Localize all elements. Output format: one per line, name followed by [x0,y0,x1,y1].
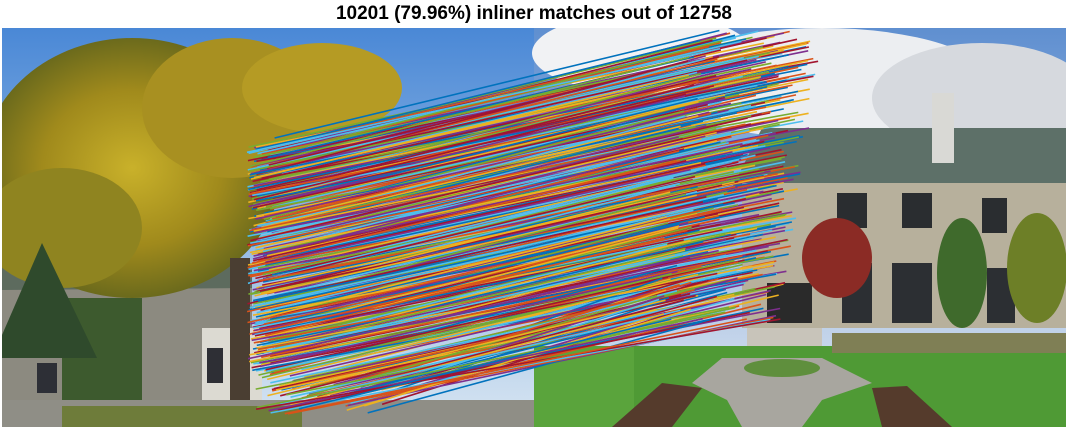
match-line [255,318,781,410]
match-line [256,209,694,314]
match-lines [246,29,819,415]
match-line [247,268,660,360]
left-photo [2,28,534,427]
match-line [293,279,729,382]
match-line [298,318,672,410]
match-line [259,270,678,368]
match-line [250,163,706,268]
match-line [268,176,674,280]
match-line [279,309,681,405]
match-line [264,252,689,354]
match-line [289,282,693,377]
match-line [253,203,713,307]
match-line [253,93,687,201]
match-line [259,216,667,320]
match-line [250,84,695,198]
match-line [265,276,669,371]
match-line [250,137,683,242]
match-line [247,55,759,171]
match-line [274,95,686,199]
match-line [252,74,717,183]
match-line [249,175,696,285]
match-line [257,311,726,409]
match-line [250,74,689,180]
match-line [248,115,686,231]
match-line [254,194,697,297]
match-line [277,311,750,411]
match-line [251,160,681,264]
match-line [248,81,767,191]
match-line [363,313,665,407]
match-line [246,47,721,154]
figure-title: 10201 (79.96%) inliner matches out of 12… [335,3,732,24]
match-line [274,29,720,139]
match-line [256,184,723,293]
match-line [284,318,747,415]
match-line [256,60,689,176]
match-line [367,317,714,414]
match-line [267,273,699,381]
match-line [272,101,722,208]
match-line [252,135,706,246]
match-line [267,299,666,397]
image-pair-canvas [2,28,1066,427]
match-line [250,56,690,168]
match-line [261,125,681,229]
match-line [262,145,679,253]
match-line [269,184,777,293]
matches-figure [2,28,1066,427]
match-line [259,39,701,151]
match-line [265,168,691,265]
match-line [265,237,665,337]
